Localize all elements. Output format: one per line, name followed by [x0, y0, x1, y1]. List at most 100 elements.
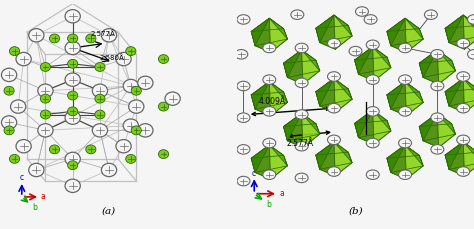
Text: c: c — [252, 168, 256, 177]
Circle shape — [366, 139, 379, 148]
Polygon shape — [463, 16, 474, 37]
Circle shape — [237, 177, 250, 186]
Circle shape — [424, 11, 438, 20]
Circle shape — [123, 80, 138, 93]
Circle shape — [116, 140, 131, 153]
Polygon shape — [251, 30, 287, 46]
Circle shape — [364, 16, 377, 25]
Circle shape — [457, 39, 470, 49]
Polygon shape — [283, 61, 320, 78]
Polygon shape — [355, 58, 391, 75]
Circle shape — [49, 35, 60, 44]
Circle shape — [138, 124, 153, 137]
Polygon shape — [387, 19, 405, 46]
Text: 4.009Å: 4.009Å — [258, 97, 286, 106]
Circle shape — [65, 153, 80, 166]
Circle shape — [65, 11, 80, 24]
Circle shape — [101, 164, 117, 177]
Polygon shape — [419, 51, 438, 85]
Polygon shape — [334, 79, 352, 113]
Polygon shape — [373, 111, 391, 145]
Circle shape — [86, 35, 96, 44]
Circle shape — [431, 50, 444, 60]
Circle shape — [92, 85, 108, 98]
Circle shape — [9, 47, 19, 56]
Circle shape — [92, 124, 108, 137]
Circle shape — [1, 69, 17, 82]
Text: c: c — [20, 173, 24, 182]
Circle shape — [237, 113, 250, 123]
Polygon shape — [316, 16, 335, 50]
Polygon shape — [269, 145, 287, 166]
Circle shape — [356, 8, 368, 17]
Circle shape — [123, 120, 138, 133]
Circle shape — [237, 16, 250, 25]
Polygon shape — [463, 142, 474, 176]
Text: 2.577Å: 2.577Å — [287, 138, 314, 147]
Circle shape — [295, 142, 308, 151]
Circle shape — [116, 53, 131, 66]
Circle shape — [68, 60, 78, 69]
Text: (a): (a) — [102, 206, 116, 215]
Polygon shape — [463, 79, 474, 100]
Circle shape — [158, 103, 169, 112]
Circle shape — [40, 111, 51, 120]
Text: b: b — [32, 202, 36, 211]
Polygon shape — [269, 19, 287, 40]
Polygon shape — [301, 51, 320, 85]
Circle shape — [457, 104, 470, 113]
Circle shape — [467, 50, 474, 60]
Polygon shape — [283, 124, 320, 141]
Polygon shape — [463, 16, 474, 50]
Circle shape — [349, 47, 362, 57]
Circle shape — [95, 111, 105, 120]
Circle shape — [29, 164, 44, 177]
Circle shape — [237, 82, 250, 91]
Circle shape — [263, 139, 276, 148]
Circle shape — [366, 170, 379, 180]
Circle shape — [328, 39, 340, 49]
Polygon shape — [355, 111, 373, 138]
Polygon shape — [387, 93, 423, 110]
Polygon shape — [316, 26, 352, 43]
Circle shape — [399, 44, 411, 54]
Circle shape — [237, 145, 250, 154]
Circle shape — [457, 136, 470, 145]
Polygon shape — [301, 114, 320, 148]
Polygon shape — [283, 114, 303, 148]
Polygon shape — [419, 51, 438, 78]
Polygon shape — [387, 82, 405, 110]
Polygon shape — [419, 114, 438, 141]
Polygon shape — [387, 19, 406, 53]
Polygon shape — [463, 79, 474, 113]
Text: a: a — [41, 192, 46, 201]
Polygon shape — [269, 82, 287, 103]
Polygon shape — [373, 47, 391, 68]
Polygon shape — [251, 82, 269, 110]
Text: 2.580Å: 2.580Å — [100, 54, 125, 61]
Circle shape — [328, 104, 340, 113]
Circle shape — [263, 44, 276, 54]
Circle shape — [40, 95, 51, 104]
Polygon shape — [445, 142, 463, 170]
Polygon shape — [438, 51, 456, 71]
Circle shape — [431, 82, 444, 91]
Polygon shape — [445, 79, 463, 106]
Polygon shape — [405, 145, 423, 179]
Polygon shape — [316, 90, 352, 106]
Polygon shape — [405, 19, 423, 53]
Polygon shape — [355, 47, 373, 75]
Polygon shape — [355, 121, 391, 138]
Circle shape — [65, 179, 80, 193]
Polygon shape — [334, 16, 352, 50]
Polygon shape — [355, 47, 374, 82]
Polygon shape — [419, 114, 438, 148]
Polygon shape — [445, 153, 474, 170]
Polygon shape — [334, 142, 352, 176]
Circle shape — [95, 63, 105, 72]
Polygon shape — [387, 156, 423, 173]
Circle shape — [65, 42, 80, 55]
Circle shape — [68, 35, 78, 44]
Circle shape — [431, 145, 444, 154]
Circle shape — [128, 101, 144, 114]
